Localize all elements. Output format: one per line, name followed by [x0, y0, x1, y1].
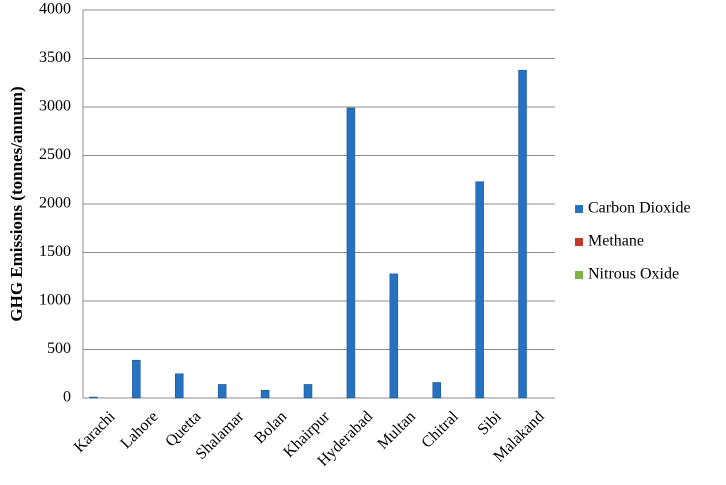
x-tick-label: Lahore	[117, 408, 161, 452]
bar	[518, 69, 527, 399]
bar	[132, 359, 141, 399]
y-tick-label: 4000	[39, 1, 71, 18]
y-tick-label: 0	[63, 389, 71, 406]
x-tick-label: Sibi	[475, 408, 506, 439]
y-tick-label: 3500	[39, 49, 71, 66]
x-tick-label: Chitral	[418, 408, 462, 452]
bar	[260, 389, 270, 399]
bar	[475, 181, 484, 399]
y-tick-label: 2000	[39, 195, 71, 212]
legend-swatch	[575, 238, 583, 246]
bar	[89, 396, 98, 399]
y-axis-title: GHG Emissions (tonnes/annum)	[7, 86, 26, 321]
bar	[432, 382, 441, 399]
legend-label: Carbon Dioxide	[588, 200, 691, 217]
y-tick-label: 3000	[39, 98, 71, 115]
y-tick-label: 2500	[39, 146, 71, 163]
y-tick-label: 1000	[39, 292, 71, 309]
bar	[175, 373, 184, 399]
bar	[303, 384, 313, 399]
x-tick-label: Karachi	[71, 408, 119, 456]
bar	[346, 107, 356, 399]
y-tick-label: 500	[47, 340, 71, 357]
legend-swatch	[575, 271, 583, 279]
y-tick-label: 1500	[39, 243, 71, 260]
legend-swatch	[575, 205, 583, 213]
x-tick-label: Multan	[374, 408, 419, 453]
legend-label: Methane	[588, 233, 644, 250]
bar	[389, 273, 399, 399]
legend-label: Nitrous Oxide	[588, 266, 679, 283]
bar	[217, 384, 227, 399]
x-tick-label: Shalamar	[193, 408, 248, 463]
x-tick-label: Bolan	[251, 408, 290, 447]
